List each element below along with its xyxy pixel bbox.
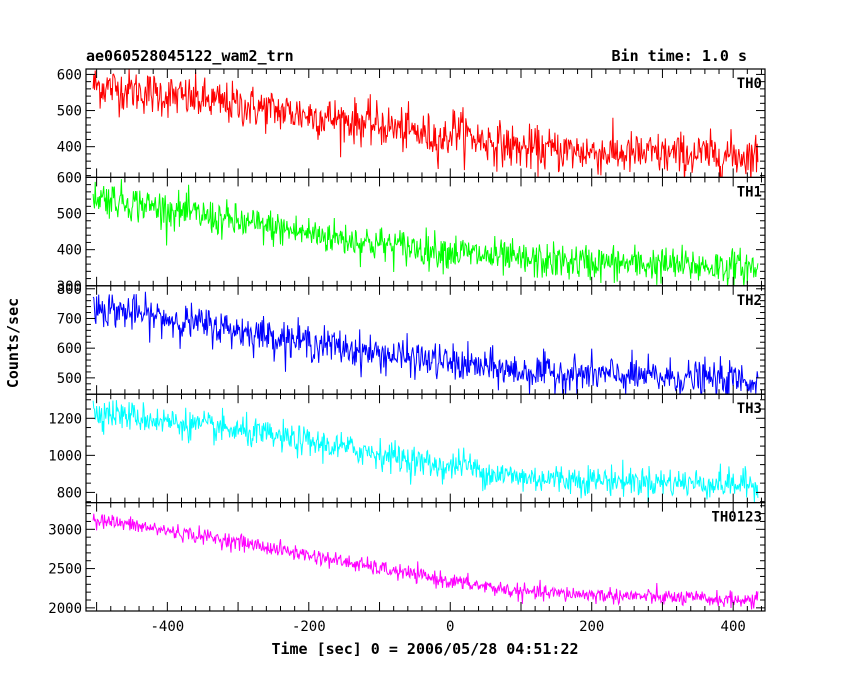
y-tick-label: 2500 xyxy=(48,562,82,578)
panel-label: TH1 xyxy=(737,184,762,200)
y-tick-label: 600 xyxy=(57,67,82,83)
panel-th3: 800 1000 1200 TH3 xyxy=(48,393,766,504)
bin-time-label: Bin time: 1.0 s xyxy=(612,47,747,65)
x-tick-label: -400 xyxy=(150,619,184,635)
x-tick-label: -200 xyxy=(292,619,326,635)
y-tick-label: 800 xyxy=(57,485,82,501)
panel-frame xyxy=(85,285,766,395)
y-tick-label: 1200 xyxy=(48,411,82,427)
panel-label: TH3 xyxy=(737,401,762,417)
y-tick-label: 1000 xyxy=(48,448,82,464)
y-tick-label: 600 xyxy=(57,170,82,186)
y-tick-label: 2000 xyxy=(48,601,82,617)
series-line-th2 xyxy=(92,291,759,395)
x-tick-label: 200 xyxy=(579,619,604,635)
panel-th1: 300 400 500 600 TH1 xyxy=(57,170,766,295)
y-axis-label: Counts/sec xyxy=(4,298,22,388)
y-tick-label: 600 xyxy=(57,341,82,357)
x-tick-label: 400 xyxy=(721,619,746,635)
panel-label: TH0 xyxy=(737,76,762,92)
series-line-th0 xyxy=(92,69,759,178)
panel-frame xyxy=(85,502,766,612)
series-line-th1 xyxy=(92,179,759,286)
panel-th0: 400 500 600 TH0 xyxy=(57,67,766,179)
chart-title: ae060528045122_wam2_trn xyxy=(86,47,294,65)
series-line-th0123 xyxy=(92,513,759,610)
panel-label: TH0123 xyxy=(711,510,762,526)
series-line-th3 xyxy=(92,400,759,503)
y-tick-label: 500 xyxy=(57,371,82,387)
x-tick-label: 0 xyxy=(446,619,454,635)
y-tick-label: 400 xyxy=(57,243,82,259)
panel-th2: 500 600 700 800 TH2 xyxy=(57,282,766,395)
y-tick-label: 3000 xyxy=(48,522,82,538)
y-tick-label: 500 xyxy=(57,207,82,223)
y-tick-label: 300 xyxy=(57,279,82,295)
panel-frame xyxy=(85,68,766,179)
panels-group: 400 500 600 TH0 300 400 500 600 TH1 500 600 700 800 T… xyxy=(48,67,766,635)
y-tick-label: 800 xyxy=(57,282,82,298)
y-tick-label: 700 xyxy=(57,311,82,327)
y-tick-label: 500 xyxy=(57,104,82,120)
x-axis-label: Time [sec] 0 = 2006/05/28 04:51:22 xyxy=(271,640,578,658)
y-tick-label: 400 xyxy=(57,140,82,156)
panel-label: TH2 xyxy=(737,293,762,309)
panel-th0123: 2000 2500 3000 TH0123 -400 -200 0 200 400 xyxy=(48,502,766,635)
